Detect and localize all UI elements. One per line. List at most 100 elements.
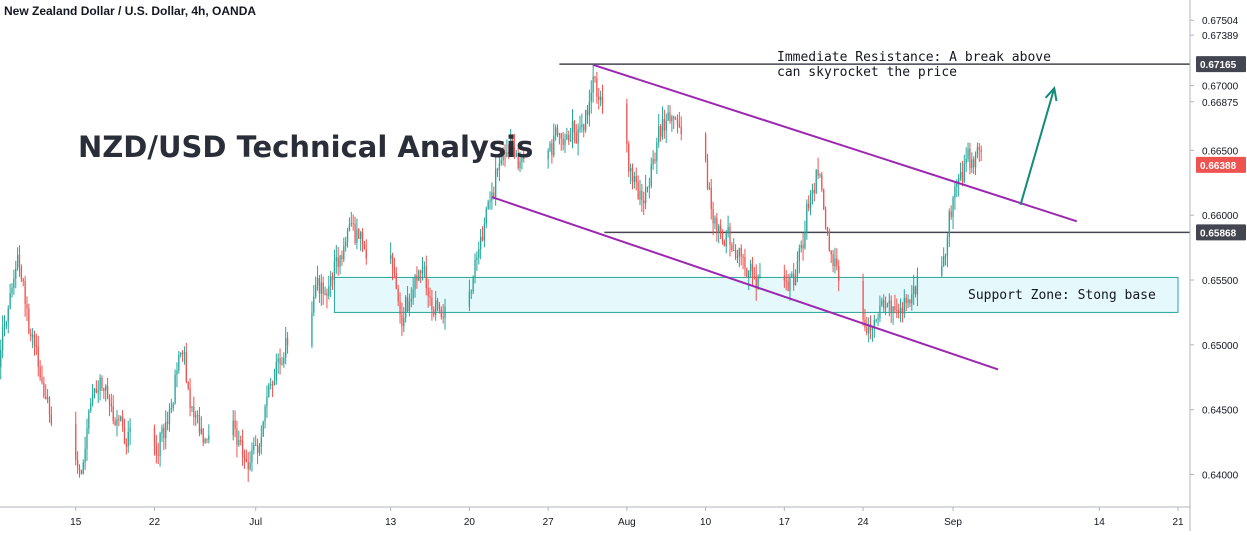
candle bbox=[96, 380, 97, 393]
candle-body bbox=[484, 224, 485, 240]
candle bbox=[962, 161, 963, 186]
candle-body bbox=[203, 429, 204, 443]
candle bbox=[180, 352, 181, 358]
candle-body bbox=[261, 437, 262, 447]
candle-body bbox=[786, 280, 787, 281]
candle bbox=[431, 290, 432, 321]
candle-body bbox=[947, 237, 948, 255]
time-tick-label: 21 bbox=[1172, 517, 1184, 528]
candle bbox=[173, 402, 174, 412]
candle-body bbox=[885, 307, 886, 308]
candle bbox=[587, 105, 588, 124]
candle bbox=[711, 179, 712, 220]
candle-body bbox=[116, 419, 117, 425]
candle bbox=[234, 410, 235, 437]
candle bbox=[643, 192, 644, 215]
candle bbox=[101, 375, 102, 391]
candle-body bbox=[891, 301, 892, 313]
candle bbox=[424, 261, 425, 277]
candle bbox=[752, 257, 753, 287]
candle bbox=[17, 247, 18, 270]
candle bbox=[99, 374, 100, 400]
candle-body bbox=[945, 255, 946, 256]
candle-body bbox=[581, 125, 582, 128]
candle bbox=[817, 158, 818, 180]
candle-body bbox=[832, 254, 833, 266]
candle bbox=[26, 296, 27, 321]
candle-body bbox=[84, 449, 85, 463]
time-tick-label: 10 bbox=[700, 517, 712, 528]
candle bbox=[862, 274, 863, 326]
candle-body bbox=[126, 443, 127, 446]
candle bbox=[255, 435, 256, 446]
candle bbox=[206, 438, 207, 443]
candle bbox=[433, 306, 434, 317]
candle bbox=[943, 247, 944, 267]
candle-body bbox=[4, 326, 5, 328]
candle-body bbox=[904, 298, 905, 314]
candle bbox=[330, 271, 331, 297]
candle bbox=[9, 284, 10, 310]
candle-body bbox=[283, 358, 284, 364]
candle bbox=[124, 419, 125, 445]
candle-body bbox=[11, 288, 12, 294]
candle bbox=[120, 415, 121, 421]
candle-body bbox=[414, 275, 415, 289]
candle bbox=[829, 228, 830, 251]
candle bbox=[812, 184, 813, 205]
candle-body bbox=[248, 462, 249, 469]
candle-body bbox=[907, 300, 908, 303]
candle-body bbox=[184, 352, 185, 353]
candle-body bbox=[795, 276, 796, 285]
candle bbox=[821, 172, 822, 192]
candle-body bbox=[399, 301, 400, 314]
candle bbox=[390, 242, 391, 264]
candle bbox=[834, 248, 835, 274]
candle-body bbox=[727, 227, 728, 234]
candle-body bbox=[469, 292, 470, 307]
candle bbox=[662, 106, 663, 139]
candle bbox=[19, 245, 20, 277]
candle bbox=[823, 188, 824, 210]
candle bbox=[559, 133, 560, 145]
candle bbox=[917, 268, 918, 307]
candle-body bbox=[41, 378, 42, 383]
candle-body bbox=[364, 244, 365, 250]
candle bbox=[422, 257, 423, 280]
candle bbox=[945, 253, 946, 265]
candle-body bbox=[442, 317, 443, 318]
candle-body bbox=[99, 378, 100, 391]
candle bbox=[128, 421, 129, 453]
candle bbox=[358, 228, 359, 239]
candle-body bbox=[197, 415, 198, 416]
candle bbox=[652, 150, 653, 170]
candle-body bbox=[917, 275, 918, 294]
candle bbox=[88, 409, 89, 434]
candle bbox=[364, 241, 365, 250]
candle-body bbox=[759, 276, 760, 277]
candle-body bbox=[474, 260, 475, 277]
time-tick-label: 15 bbox=[70, 517, 82, 528]
candle-body bbox=[285, 338, 286, 358]
candle-body bbox=[568, 135, 569, 141]
candle-body bbox=[173, 404, 174, 408]
candle-body bbox=[49, 398, 50, 415]
resistance-price-badge-label: 0.67165 bbox=[1200, 60, 1237, 71]
candle-body bbox=[566, 135, 567, 140]
candle-body bbox=[233, 421, 234, 436]
candle-body bbox=[739, 248, 740, 257]
candle bbox=[651, 157, 652, 188]
candle-body bbox=[808, 204, 809, 209]
candle bbox=[86, 419, 87, 461]
candle bbox=[36, 334, 37, 355]
candle bbox=[184, 346, 185, 364]
candle bbox=[808, 195, 809, 211]
candle-body bbox=[628, 144, 629, 171]
candle bbox=[4, 315, 5, 336]
candle-body bbox=[24, 281, 25, 304]
candle-body bbox=[589, 102, 590, 116]
candle bbox=[429, 288, 430, 306]
time-tick-label: 20 bbox=[464, 517, 476, 528]
candle bbox=[326, 289, 327, 309]
